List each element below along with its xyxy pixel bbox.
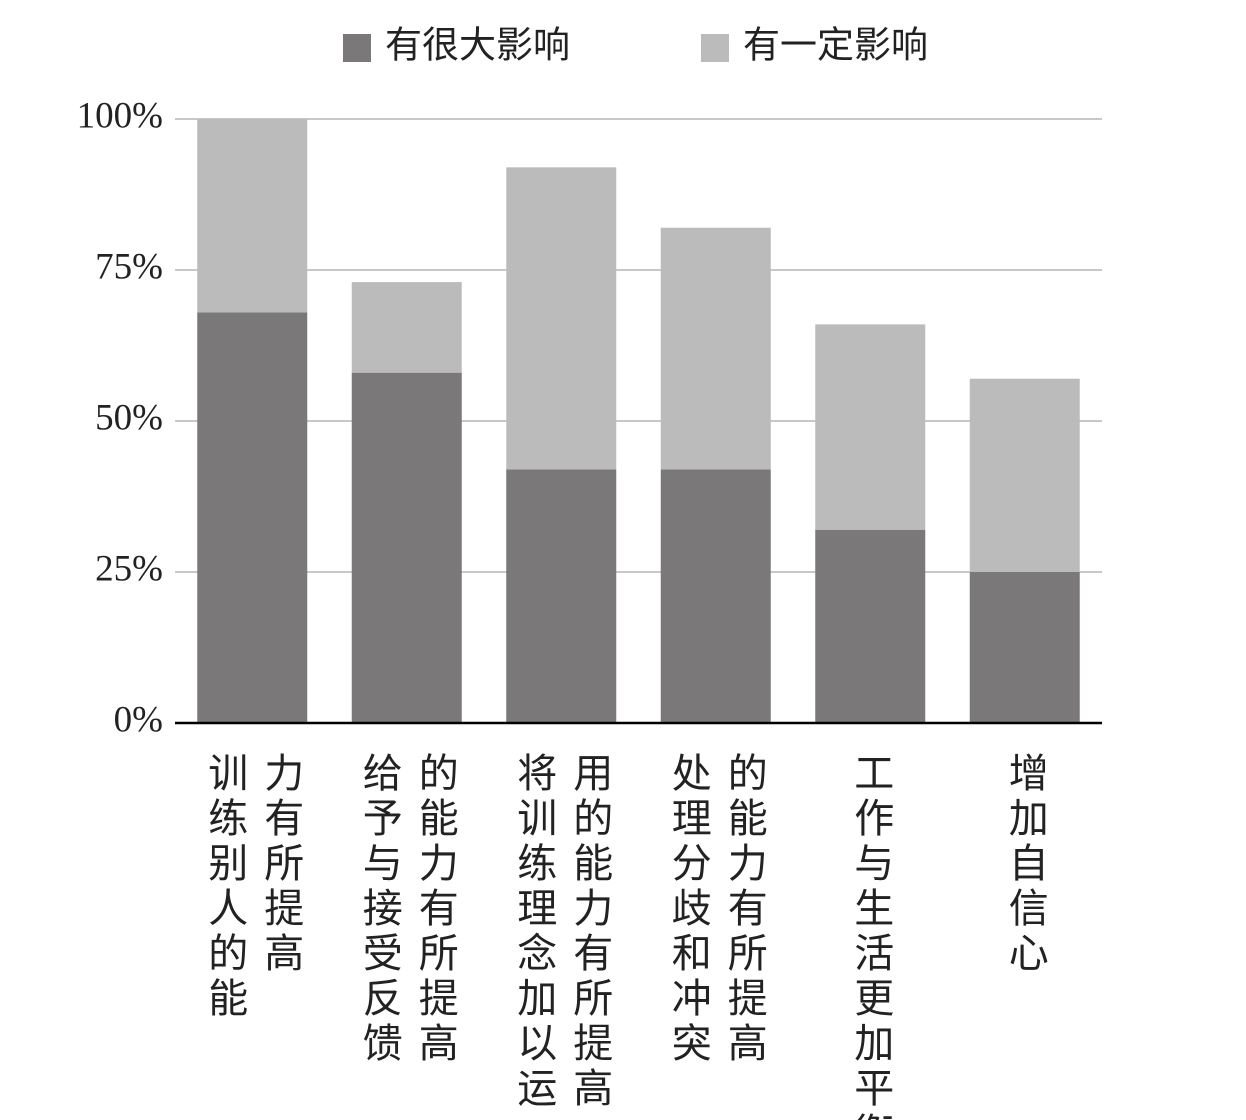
bar-segment bbox=[197, 312, 308, 723]
bar-segment bbox=[815, 324, 926, 530]
bar-segment bbox=[969, 378, 1080, 572]
bar-segment bbox=[969, 572, 1080, 723]
x-tick-label: 处理分歧和冲突的能力有所提高 bbox=[665, 752, 767, 1067]
y-tick-label: 25% bbox=[95, 548, 163, 589]
bar-segment bbox=[506, 167, 617, 470]
legend-swatch bbox=[701, 34, 729, 62]
y-tick-label: 75% bbox=[95, 246, 163, 287]
y-tick-label: 0% bbox=[114, 699, 163, 740]
x-tick-label: 训练别人的能力有所提高 bbox=[202, 752, 304, 1022]
y-tick-label: 50% bbox=[95, 397, 163, 438]
x-tick-label: 工作与生活更加平衡 bbox=[848, 752, 894, 1120]
x-tick-label: 给予与接受反馈的能力有所提高 bbox=[356, 752, 458, 1067]
legend-label: 有一定影响 bbox=[743, 24, 928, 66]
bar-segment bbox=[197, 119, 308, 313]
bar-segment bbox=[506, 469, 617, 723]
bar-segment bbox=[351, 282, 462, 373]
legend-label: 有很大影响 bbox=[385, 24, 570, 66]
bar-segment bbox=[660, 227, 771, 470]
y-tick-label: 100% bbox=[77, 95, 163, 136]
bar-segment bbox=[815, 529, 926, 723]
bar-segment bbox=[660, 469, 771, 723]
x-tick-label: 将训练理念加以运用的能力有所提高 bbox=[511, 752, 613, 1112]
x-tick-label: 增加自信心 bbox=[1002, 752, 1048, 977]
bar-segment bbox=[351, 372, 462, 723]
legend-swatch bbox=[343, 34, 371, 62]
